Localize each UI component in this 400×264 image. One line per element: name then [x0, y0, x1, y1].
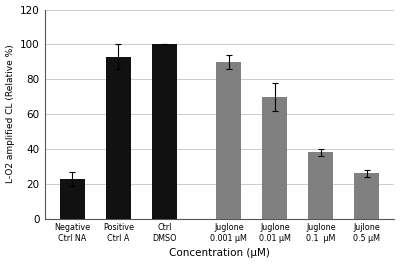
Y-axis label: L-O2 amplified CL (Relative %): L-O2 amplified CL (Relative %) — [6, 45, 14, 183]
Bar — [216, 62, 242, 219]
X-axis label: Concentration (μM): Concentration (μM) — [169, 248, 270, 258]
Bar — [152, 44, 177, 219]
Bar — [308, 152, 334, 219]
Bar — [354, 173, 380, 219]
Bar — [262, 97, 288, 219]
Bar — [60, 178, 85, 219]
Bar — [106, 56, 131, 219]
